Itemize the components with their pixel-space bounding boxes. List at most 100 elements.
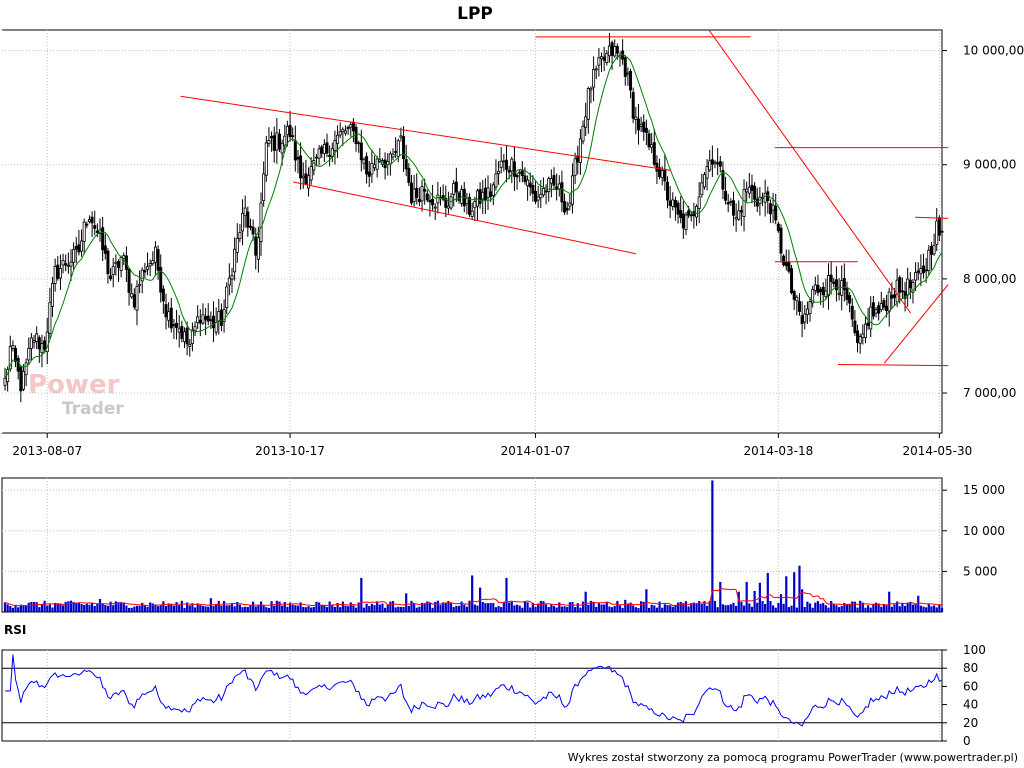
volume-bar <box>898 606 901 612</box>
volume-bar <box>510 600 513 612</box>
candle-body <box>72 249 76 263</box>
volume-bar <box>740 601 743 612</box>
candle-body <box>246 211 250 228</box>
candle-body <box>639 124 643 127</box>
volume-bar <box>555 607 558 612</box>
volume-bar <box>925 607 928 612</box>
volume-bar <box>721 604 725 612</box>
candle-body <box>151 260 155 265</box>
candle-body <box>747 186 751 194</box>
candle-body <box>544 190 548 193</box>
volume-bar <box>616 600 619 612</box>
volume-bar <box>851 601 854 612</box>
candle-body <box>77 244 81 253</box>
volume-bar <box>777 602 780 612</box>
candle-body <box>536 196 540 201</box>
candle-body <box>779 227 783 254</box>
candle-body <box>365 156 369 175</box>
volume-bar <box>122 602 125 612</box>
candle-body <box>597 57 601 66</box>
volume-bar <box>394 607 397 612</box>
candle-body <box>116 261 120 268</box>
volume-bar <box>307 606 310 612</box>
candle-body <box>16 357 20 372</box>
volume-bar <box>779 594 783 612</box>
volume-bar <box>291 604 294 612</box>
candle-body <box>568 202 572 207</box>
volume-bar <box>492 603 495 612</box>
volume-tick-label: 5 000 <box>963 564 997 578</box>
volume-bar <box>843 602 846 612</box>
volume-bar <box>803 606 806 612</box>
candle-body <box>425 193 429 201</box>
candle-body <box>861 333 865 338</box>
candle-body <box>238 232 242 239</box>
candle-body <box>710 159 714 165</box>
volume-bar <box>795 607 798 612</box>
candle-body <box>906 278 910 296</box>
volume-bar <box>22 606 25 612</box>
volume-bar <box>647 607 651 612</box>
volume-bar <box>634 607 637 612</box>
volume-bar <box>149 602 152 612</box>
volume-bar <box>341 601 344 612</box>
volume-bar <box>587 604 590 612</box>
candle-body <box>636 118 640 131</box>
volume-bar <box>357 602 360 612</box>
volume-bar <box>254 606 257 612</box>
powertrader-watermark: Power Trader <box>28 370 124 419</box>
volume-bar <box>500 607 503 612</box>
candle-body <box>908 279 912 289</box>
candle-body <box>940 230 944 233</box>
volume-bar <box>196 603 199 612</box>
candle-body <box>188 344 192 347</box>
volume-bar <box>170 604 173 612</box>
candle-body <box>892 294 896 298</box>
candle-body <box>161 288 165 302</box>
volume-bar <box>104 604 107 612</box>
candle-body <box>127 268 131 293</box>
rsi-tick-label: 40 <box>963 698 978 712</box>
volume-bar <box>201 606 205 612</box>
volume-bar <box>640 601 643 612</box>
candle-body <box>776 223 780 232</box>
volume-bar <box>360 577 363 612</box>
candle-body <box>270 136 274 139</box>
candle-body <box>256 237 260 260</box>
volume-bar <box>275 600 278 612</box>
volume-bar <box>840 606 843 612</box>
volume-bar <box>687 606 690 612</box>
candle-body <box>248 225 252 228</box>
candle-body <box>573 158 577 176</box>
volume-bar <box>550 604 553 612</box>
candle-body <box>235 237 239 253</box>
volume-bar <box>822 603 825 612</box>
volume-bar <box>230 603 234 612</box>
candle-body <box>929 246 933 255</box>
candle-body <box>526 179 530 187</box>
candle-body <box>341 128 345 132</box>
candle-body <box>402 136 406 160</box>
volume-bar <box>890 606 893 612</box>
volume-bar <box>402 606 405 612</box>
candle-body <box>304 173 308 184</box>
candle-body <box>586 88 590 120</box>
volume-bar <box>700 604 703 612</box>
candle-body <box>827 275 831 296</box>
volume-bar <box>415 607 418 612</box>
candle-body <box>750 184 754 191</box>
candle-body <box>167 311 171 321</box>
trendline <box>708 29 912 314</box>
volume-bar <box>919 605 922 612</box>
volume-bar <box>32 602 36 612</box>
volume-bar <box>835 605 838 612</box>
volume-bar <box>283 602 286 612</box>
candle-body <box>338 131 342 136</box>
candle-body <box>898 277 902 293</box>
candle-body <box>932 245 936 255</box>
volume-bar <box>869 607 872 612</box>
candle-body <box>589 87 593 91</box>
volume-bar <box>774 607 777 612</box>
candle-body <box>417 198 421 203</box>
candle-body <box>222 309 226 322</box>
